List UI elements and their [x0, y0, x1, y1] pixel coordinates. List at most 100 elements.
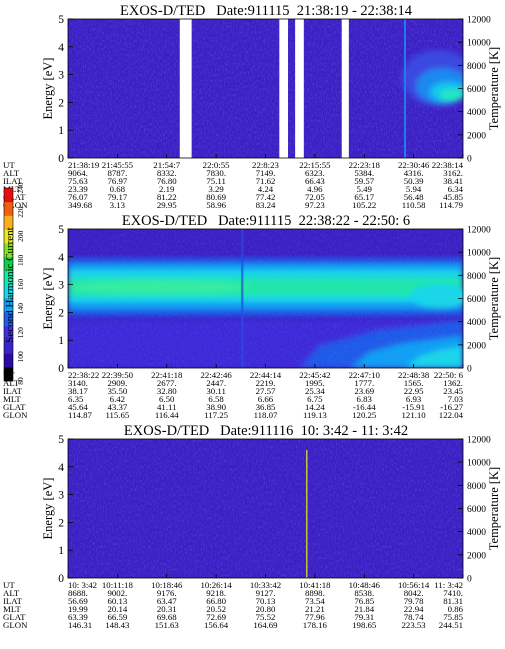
info-row-value: 10:26:14: [200, 580, 232, 590]
temperature-axis-label: Temperature [K]: [487, 257, 501, 340]
panel-1-title: EXOS-D/TED Date:911115 21:38:19 - 22:38:…: [120, 3, 413, 19]
panel-3-noise-texture: [68, 439, 463, 578]
info-row-value: 75.63: [68, 176, 88, 186]
energy-tick-label: 1: [58, 545, 64, 557]
colorbar: 80 100 120 140 160 180 200 220 240 Second Harmon…: [3, 182, 25, 385]
energy-tick-label: 4: [58, 462, 64, 474]
temperature-tick-label: 4000: [467, 528, 486, 538]
info-row-value: 1995.: [305, 378, 325, 388]
info-row-value: 22:15:55: [299, 160, 331, 170]
info-row-value: 22:38:22: [68, 370, 99, 380]
energy-tick-label: 2: [58, 517, 64, 529]
panel-3-info-table: UT 10: 3:42 10:11:18 10:18:46 10:26:14 10:33:…: [3, 580, 464, 630]
info-row-value: 114.79: [439, 200, 463, 210]
temperature-tick-label: 12000: [467, 226, 491, 236]
info-row-value: 9064.: [68, 168, 88, 178]
info-row-label: UT: [3, 160, 15, 170]
info-row-value: 151.63: [155, 620, 180, 630]
info-row-value: 38.41: [443, 176, 463, 186]
info-row-value: 8332.: [157, 168, 177, 178]
info-row-value: 69.68: [157, 612, 177, 622]
info-row-value: 0.68: [110, 184, 126, 194]
info-row-value: 38.17: [68, 386, 88, 396]
info-row-value: 22:8:23: [252, 160, 279, 170]
temperature-tick-label: 8000: [467, 62, 486, 72]
panel-2-noise-texture: [68, 229, 463, 368]
panel-3-title: EXOS-D/TED Date:911116 10: 3:42 - 11: 3:…: [124, 423, 408, 439]
colorbar-tick-label: 200: [16, 230, 25, 242]
info-row-value: 9002.: [107, 588, 127, 598]
info-row-value: 66.80: [206, 596, 226, 606]
temperature-tick-label: 4000: [467, 318, 486, 328]
panel-3-spike: [306, 450, 308, 578]
info-row-value: 5384.: [354, 168, 374, 178]
energy-tick-label: 0: [58, 363, 64, 375]
info-row-value: 14.24: [305, 402, 325, 412]
info-row-value: 6.66: [258, 394, 274, 404]
data-gap: [179, 19, 192, 158]
info-row-value: 70.13: [256, 596, 276, 606]
info-row-value: 38.90: [206, 402, 226, 412]
panel-1-spike: [404, 19, 406, 158]
data-gap: [279, 19, 289, 158]
info-row-value: 7410.: [443, 588, 463, 598]
temperature-tick-label: 12000: [467, 436, 491, 446]
info-row-value: 6.58: [208, 394, 224, 404]
energy-tick-label: 5: [58, 434, 64, 446]
panel-2-info-table: UT22:38:2222:39:5022:41:1822:42:4622:44:…: [3, 370, 464, 420]
panel-2-title: EXOS-D/TED Date:911115 22:38:22 - 22:50:…: [122, 213, 410, 229]
info-row-value: 120.25: [352, 410, 377, 420]
colorbar-swatch: [4, 188, 13, 203]
info-row-value: 1565.: [404, 378, 424, 388]
info-row-value: 75.85: [443, 612, 463, 622]
colorbar-swatch: [4, 229, 13, 244]
info-row-value: 3.29: [208, 184, 224, 194]
energy-axis-label: Energy [eV]: [41, 478, 55, 540]
info-row-value: 60.13: [107, 596, 127, 606]
info-row-value: 22:23:18: [349, 160, 381, 170]
panel-1: EXOS-D/TED Date:911115 21:38:19 - 22:38:…: [67, 3, 464, 159]
info-row-value: 7.03: [448, 394, 464, 404]
colorbar-swatch: [4, 270, 13, 285]
info-row-value: 244.51: [439, 620, 463, 630]
info-row-value: 9218.: [206, 588, 226, 598]
info-row-value: 20.31: [157, 604, 177, 614]
info-row-label: GLON: [3, 200, 28, 210]
info-row-value: 36.85: [256, 402, 276, 412]
info-row-label: MLT: [3, 604, 21, 614]
info-row-value: 22:30:46: [398, 160, 430, 170]
info-row-value: 156.64: [204, 620, 229, 630]
info-row-value: 3162.: [443, 168, 463, 178]
temperature-tick-label: 0: [467, 365, 472, 375]
info-row-value: 22:45:42: [299, 370, 330, 380]
info-row-value: 76.07: [68, 192, 88, 202]
info-row-value: 72.05: [305, 192, 325, 202]
info-row-value: 2219.: [256, 378, 276, 388]
info-row-value: 58.96: [206, 200, 226, 210]
info-row-value: 4316.: [404, 168, 424, 178]
colorbar-tick-label: 100: [16, 351, 25, 363]
colorbar-ticks: 80 100 120 140 160 180 200 220 240: [16, 182, 25, 385]
info-row-value: 8042.: [404, 588, 424, 598]
temperature-tick-label: 8000: [467, 272, 486, 282]
info-row-value: 105.22: [352, 200, 376, 210]
info-row-value: 20.52: [206, 604, 226, 614]
temperature-tick-label: 6000: [467, 295, 486, 305]
panel-2: EXOS-D/TED Date:911115 22:38:22 - 22:50:…: [67, 213, 464, 369]
energy-tick-label: 1: [58, 125, 64, 137]
info-row-value: 79.17: [107, 192, 127, 202]
colorbar-tick-label: 140: [16, 303, 25, 315]
info-row-value: 66.43: [305, 176, 325, 186]
info-row-value: 3140.: [68, 378, 88, 388]
temperature-tick-label: 10000: [467, 39, 491, 49]
colorbar-swatch: [4, 353, 13, 368]
data-gap: [295, 19, 304, 158]
info-row-label: GLAT: [3, 612, 26, 622]
info-row-value: 97.23: [305, 200, 325, 210]
info-row-value: 2677.: [157, 378, 177, 388]
info-row-label: ILAT: [3, 386, 23, 396]
info-row-value: 79.31: [354, 612, 374, 622]
info-row-label: ALT: [3, 588, 20, 598]
info-row-label: ALT: [3, 168, 20, 178]
temperature-tick-label: 10000: [467, 249, 491, 259]
